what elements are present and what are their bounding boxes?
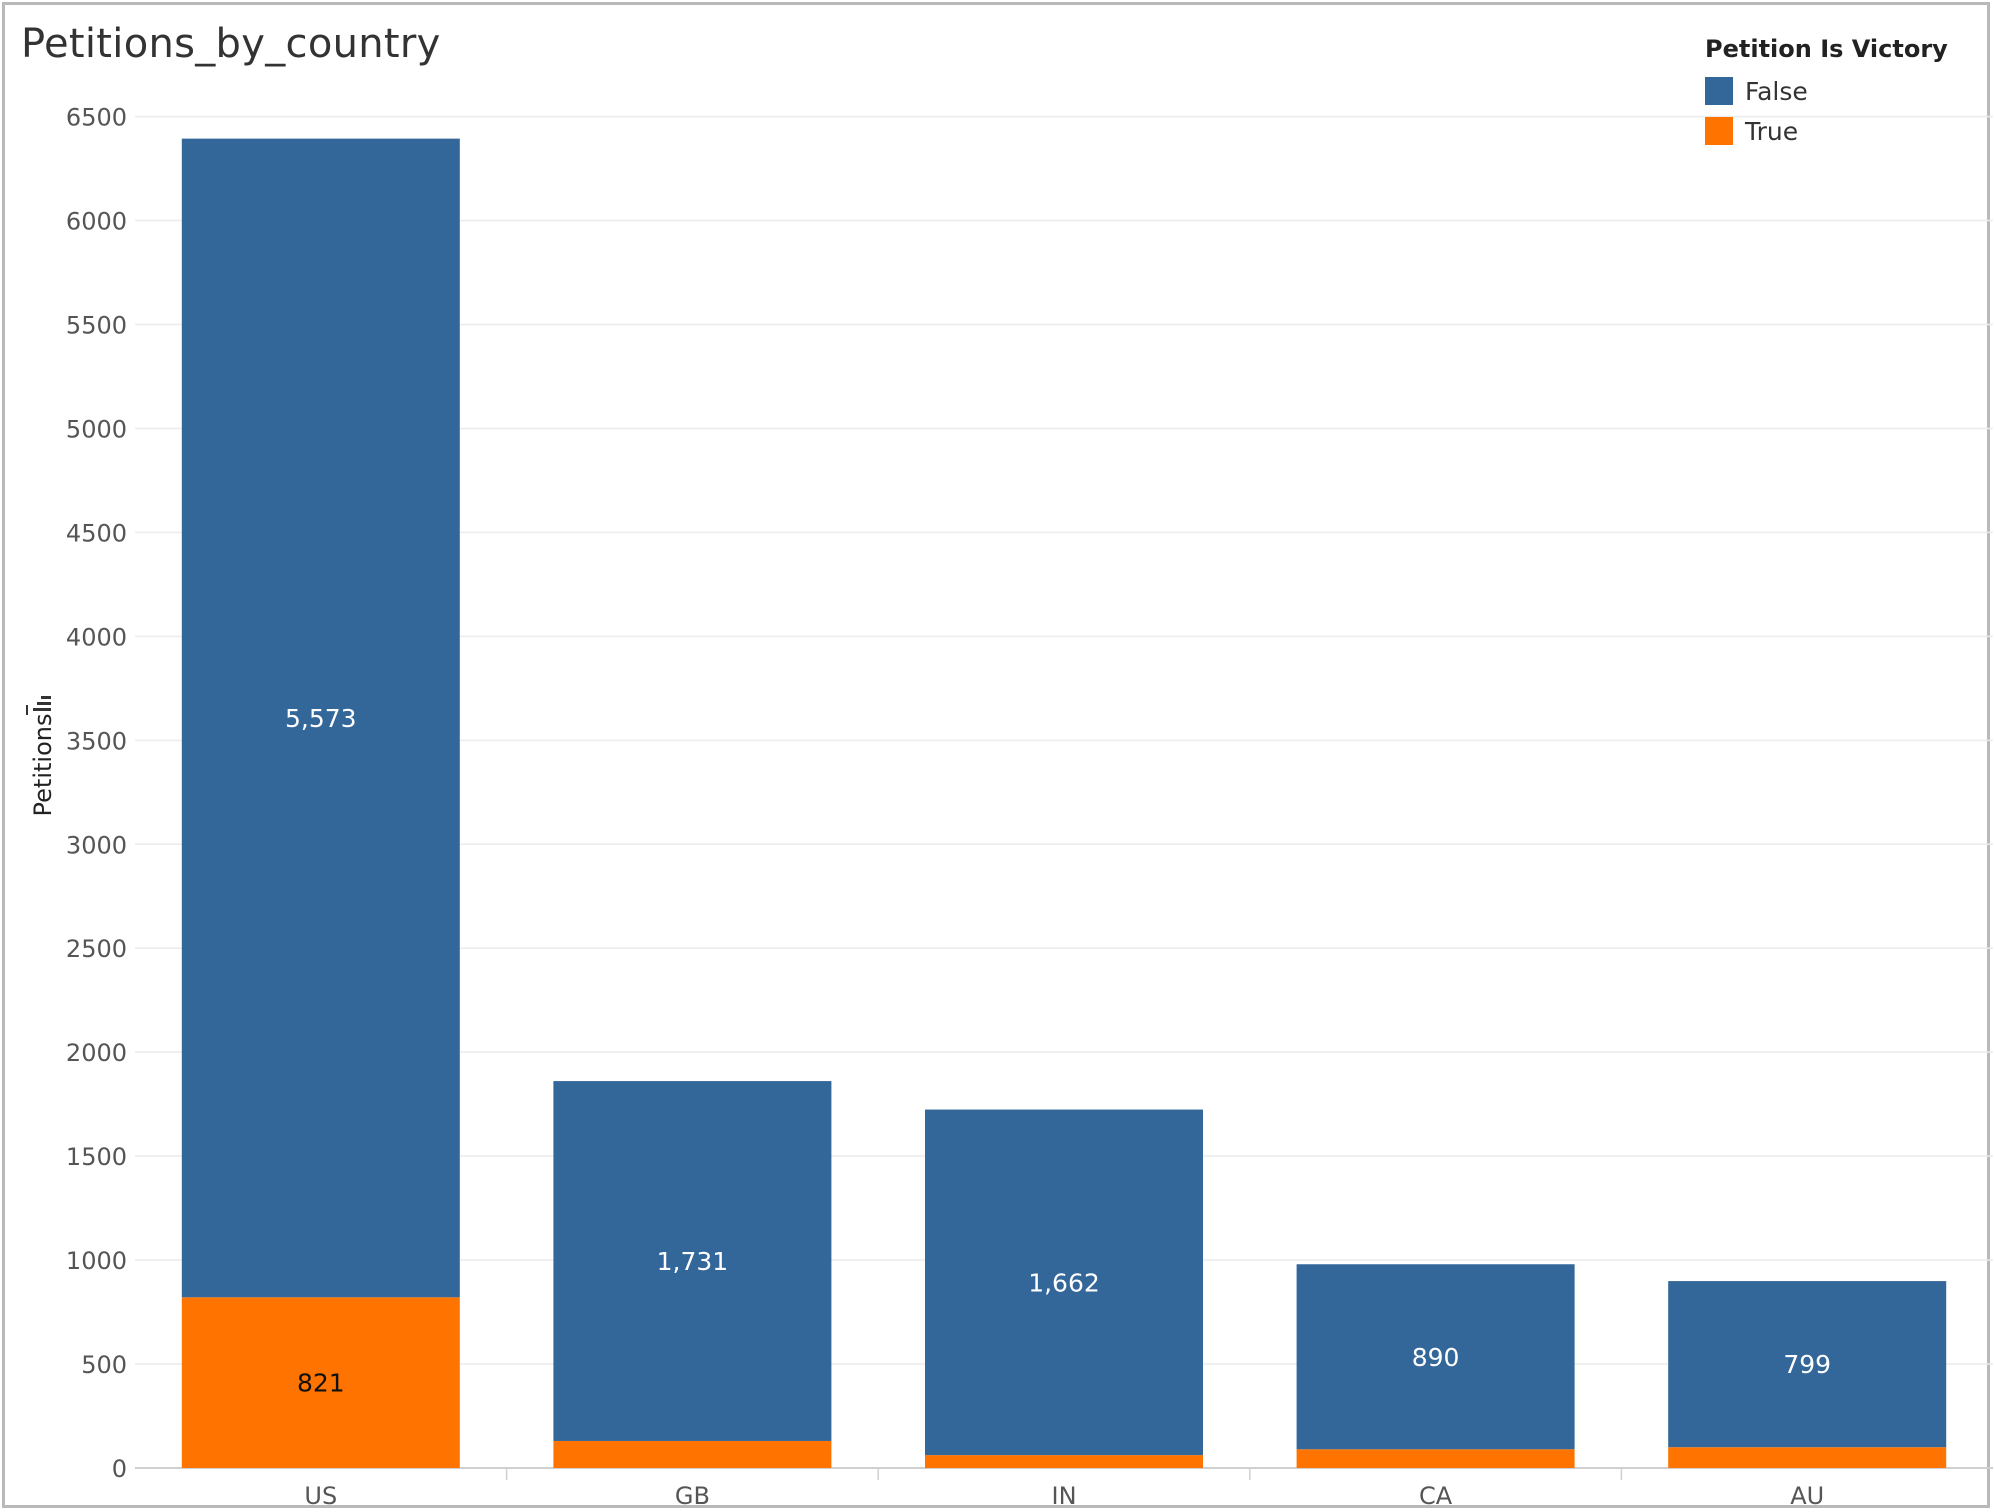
data-label: 890 (1412, 1343, 1460, 1372)
x-tick-label: AU (1790, 1482, 1824, 1510)
bar-in-false[interactable] (925, 1109, 1203, 1456)
legend-item-false[interactable]: False (1705, 71, 1948, 111)
legend-swatch-true (1705, 117, 1733, 145)
sort-icon[interactable] (26, 696, 51, 715)
x-tick-label: US (304, 1482, 337, 1510)
y-tick-label: 6500 (66, 104, 127, 132)
legend: Petition Is Victory False True (1705, 35, 1948, 151)
chart-title: Petitions_by_country (21, 21, 441, 67)
bar-ca-true[interactable] (1296, 1449, 1575, 1468)
x-tick-label: GB (675, 1482, 710, 1510)
y-tick-label: 6000 (66, 208, 127, 236)
y-axis-title: Petitions (26, 696, 57, 817)
legend-title: Petition Is Victory (1705, 35, 1948, 63)
legend-item-true[interactable]: True (1705, 111, 1948, 151)
y-axis-label: Petitions (29, 714, 57, 817)
data-label: 1,662 (1028, 1268, 1100, 1297)
legend-label-false: False (1745, 76, 1808, 106)
y-tick-label: 1000 (66, 1247, 127, 1275)
y-axis: 0 500 1000 1500 2000 2500 3000 3500 4000 4500 5000… (66, 104, 127, 1483)
x-tick-label: IN (1051, 1482, 1076, 1510)
bar-gb-true[interactable] (553, 1440, 832, 1468)
y-tick-label: 4000 (66, 623, 127, 651)
bar-in-true[interactable] (925, 1455, 1203, 1468)
bar-au-true[interactable] (1668, 1447, 1947, 1468)
data-label: 5,573 (285, 704, 357, 733)
y-tick-label: 2500 (66, 935, 127, 963)
y-tick-label: 5000 (66, 415, 127, 443)
x-axis: US GB IN CA AU (304, 1468, 1824, 1510)
bar-au-false[interactable] (1668, 1281, 1947, 1448)
y-tick-label: 3500 (66, 727, 127, 755)
bars (181, 138, 1947, 1468)
bar-us-true[interactable] (181, 1297, 460, 1468)
y-tick-label: 2000 (66, 1039, 127, 1067)
bar-gb-false[interactable] (553, 1081, 832, 1441)
x-tick-label: CA (1419, 1482, 1453, 1510)
y-tick-label: 3000 (66, 831, 127, 859)
y-tick-label: 0 (112, 1455, 127, 1483)
data-labels: 821 5,573 1,731 1,662 890 799 (285, 704, 1831, 1398)
legend-label-true: True (1745, 116, 1799, 146)
data-label: 799 (1783, 1350, 1831, 1379)
y-tick-label: 500 (81, 1351, 127, 1379)
data-label: 821 (297, 1369, 345, 1398)
bar-ca-false[interactable] (1296, 1264, 1575, 1450)
chart-canvas: 0 500 1000 1500 2000 2500 3000 3500 4000 4500 5000… (26, 104, 1993, 1510)
legend-swatch-false (1705, 77, 1733, 105)
data-label: 1,731 (657, 1247, 729, 1276)
y-tick-label: 5500 (66, 311, 127, 339)
bar-us-false[interactable] (181, 138, 460, 1298)
y-tick-label: 1500 (66, 1143, 127, 1171)
y-tick-label: 4500 (66, 519, 127, 547)
